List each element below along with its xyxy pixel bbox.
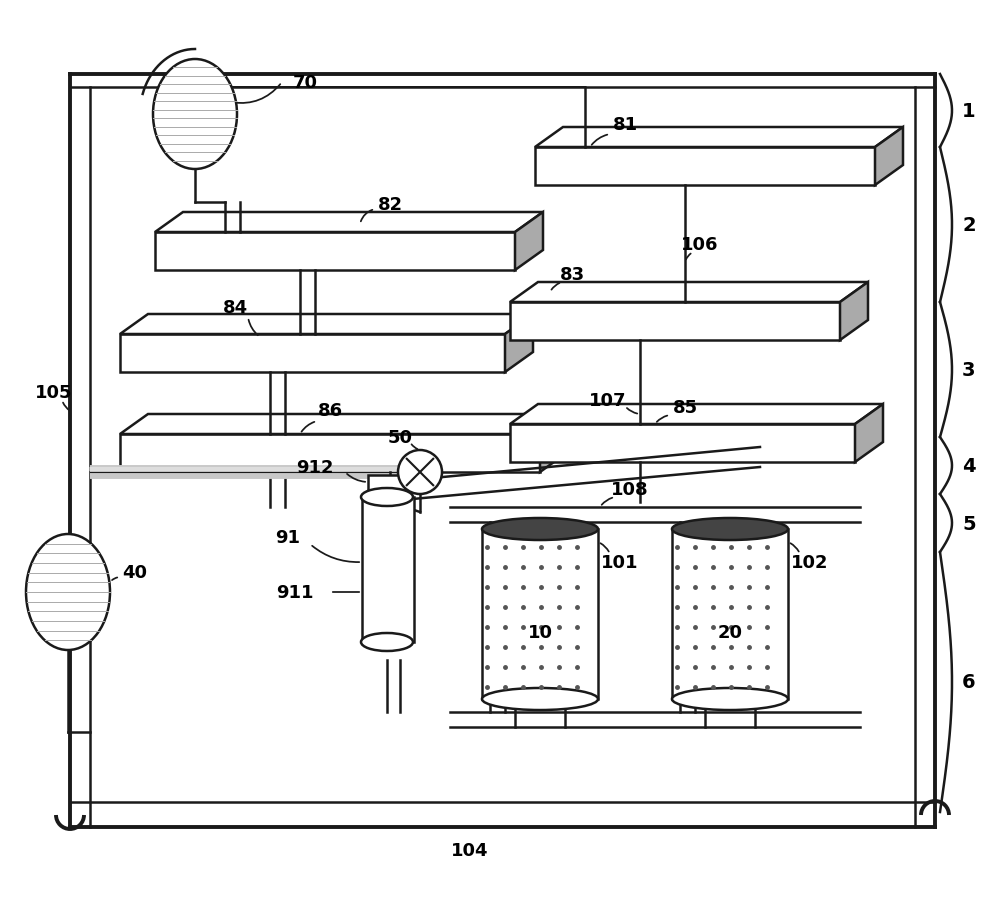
Text: 20: 20 <box>718 623 742 641</box>
Text: 102: 102 <box>791 554 829 571</box>
Polygon shape <box>515 213 543 271</box>
Text: 82: 82 <box>377 196 403 214</box>
Text: 911: 911 <box>276 584 314 602</box>
Text: 50: 50 <box>388 428 413 446</box>
Ellipse shape <box>361 489 413 506</box>
Text: 912: 912 <box>296 458 334 476</box>
Polygon shape <box>540 415 568 473</box>
Text: 40: 40 <box>123 564 148 582</box>
Text: 85: 85 <box>672 399 698 417</box>
Bar <box>368 475 408 497</box>
Text: 84: 84 <box>222 299 248 317</box>
Polygon shape <box>120 335 505 373</box>
Text: 1: 1 <box>962 102 976 121</box>
Text: 106: 106 <box>681 235 719 253</box>
Polygon shape <box>510 282 868 303</box>
Text: 91: 91 <box>276 529 301 547</box>
Polygon shape <box>510 303 840 341</box>
Text: 83: 83 <box>559 266 585 284</box>
Text: 104: 104 <box>451 841 489 859</box>
Ellipse shape <box>153 60 237 170</box>
Text: 2: 2 <box>962 216 976 235</box>
Polygon shape <box>482 529 598 699</box>
Polygon shape <box>510 425 855 463</box>
Bar <box>362 497 414 642</box>
Polygon shape <box>120 435 540 473</box>
Polygon shape <box>840 282 868 341</box>
Text: 70: 70 <box>293 74 318 92</box>
Polygon shape <box>875 128 903 186</box>
Polygon shape <box>510 405 883 425</box>
Polygon shape <box>535 128 903 148</box>
Ellipse shape <box>672 688 788 710</box>
Polygon shape <box>155 213 543 233</box>
Text: 4: 4 <box>962 456 976 475</box>
Polygon shape <box>505 315 533 373</box>
Polygon shape <box>155 233 515 271</box>
Text: 107: 107 <box>589 391 627 410</box>
Text: 108: 108 <box>611 481 649 499</box>
Ellipse shape <box>482 688 598 710</box>
Text: 6: 6 <box>962 673 976 692</box>
Polygon shape <box>855 405 883 463</box>
Text: 10: 10 <box>528 623 552 641</box>
Polygon shape <box>120 415 568 435</box>
Text: 105: 105 <box>35 383 73 401</box>
Text: 101: 101 <box>601 554 639 571</box>
Ellipse shape <box>361 633 413 651</box>
Circle shape <box>398 450 442 494</box>
Ellipse shape <box>482 519 598 540</box>
Polygon shape <box>535 148 875 186</box>
Text: 5: 5 <box>962 514 976 533</box>
Text: 81: 81 <box>612 115 638 133</box>
Polygon shape <box>120 315 533 335</box>
Ellipse shape <box>672 519 788 540</box>
Polygon shape <box>672 529 788 699</box>
Ellipse shape <box>26 534 110 650</box>
Text: 86: 86 <box>317 401 343 419</box>
Text: 3: 3 <box>962 361 976 380</box>
